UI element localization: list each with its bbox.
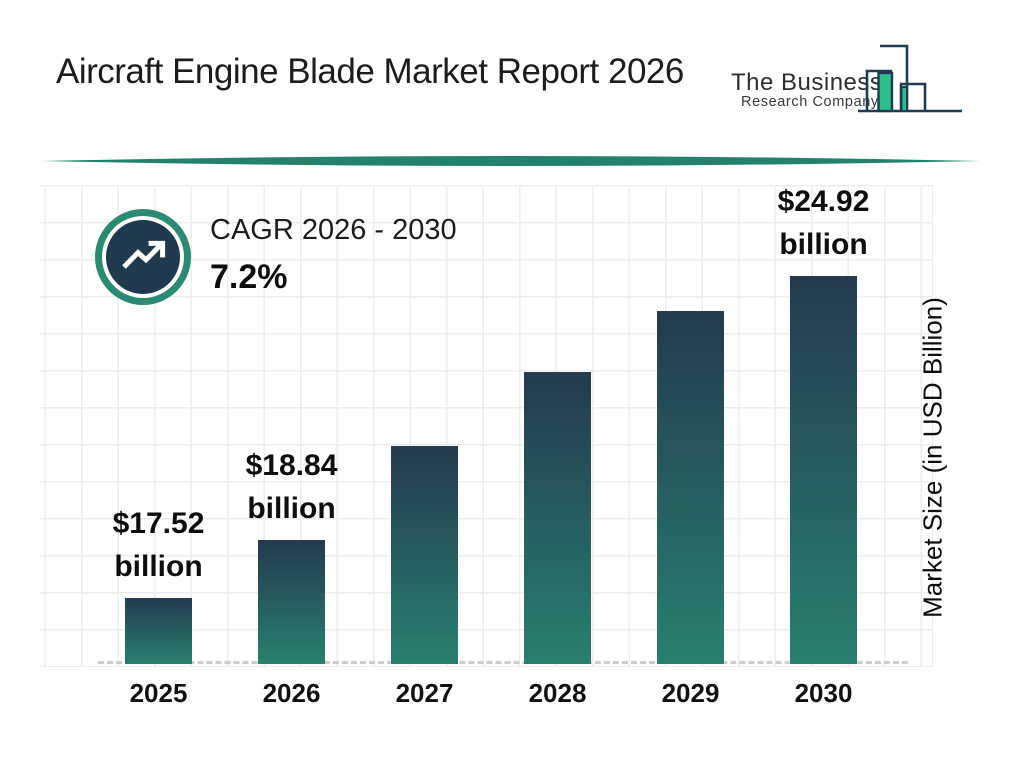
logo-buildings-icon xyxy=(858,44,962,113)
cagr-value: 7.2% xyxy=(210,258,288,296)
y-axis-label: Market Size (in USD Billion) xyxy=(917,297,948,618)
bar-value-label-2025: $17.52 billion xyxy=(112,507,205,583)
bar-column-2030: $24.92 billion xyxy=(757,185,890,664)
bar-series: $17.52 billion $18.84 billion $24.92 billion xyxy=(92,185,890,664)
x-tick-2030: 2030 xyxy=(794,678,853,708)
x-tick-2025: 2025 xyxy=(129,678,188,708)
page-title: Aircraft Engine Blade Market Report 2026 xyxy=(56,52,684,91)
bar-2030 xyxy=(790,276,857,664)
bar-column-2029 xyxy=(624,185,757,664)
bar-column-2027 xyxy=(358,185,491,664)
cagr-badge-inner-ring xyxy=(102,216,184,298)
bar-value-label-2026: $18.84 billion xyxy=(245,449,338,525)
x-tick-2026: 2026 xyxy=(262,678,321,708)
bar-2025 xyxy=(125,598,192,664)
x-tick-2028: 2028 xyxy=(528,678,587,708)
bar-2026 xyxy=(258,540,325,664)
section-divider xyxy=(42,156,980,166)
bar-2028 xyxy=(524,372,591,664)
x-tick-2027: 2027 xyxy=(395,678,454,708)
bar-value-label-2030: $24.92 billion xyxy=(777,185,870,261)
x-axis-tick-labels: 2025 2026 2027 2028 2029 2030 xyxy=(92,678,890,709)
bar-2027 xyxy=(391,446,458,664)
cagr-period-label: CAGR 2026 - 2030 xyxy=(210,214,457,246)
x-axis-baseline xyxy=(98,661,908,664)
cagr-badge xyxy=(95,209,191,305)
bar-column-2026: $18.84 billion xyxy=(225,185,358,664)
cagr-badge-core xyxy=(106,220,180,294)
bar-column-2028 xyxy=(491,185,624,664)
x-tick-2029: 2029 xyxy=(661,678,720,708)
bar-column-2025: $17.52 billion xyxy=(92,185,225,664)
logo-text-line1: The Business xyxy=(731,69,883,96)
bar-2029 xyxy=(657,311,724,664)
trending-up-icon xyxy=(122,240,166,269)
logo-text-line2: Research Company xyxy=(741,94,879,110)
